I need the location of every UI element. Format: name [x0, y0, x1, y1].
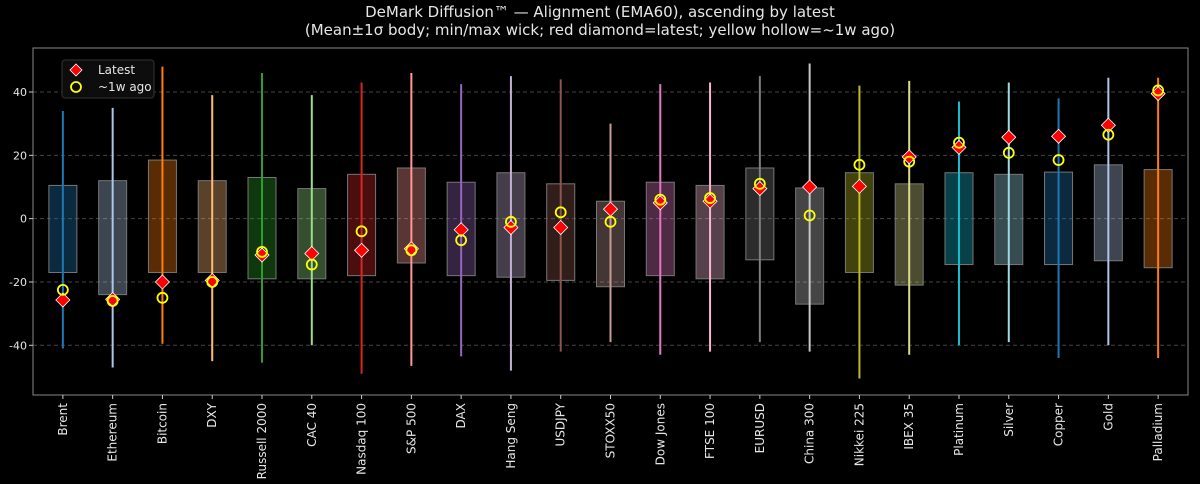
- x-tick-label: FTSE 100: [703, 403, 717, 459]
- week-ago-marker: [156, 291, 169, 304]
- x-tick-label: CAC 40: [305, 403, 319, 447]
- category-nikkei-225: [844, 85, 874, 379]
- x-tick-label: USDJPY: [554, 402, 568, 446]
- chart-title: DeMark Diffusion™ — Alignment (EMA60), a…: [365, 3, 835, 21]
- x-tick-label: DXY: [205, 402, 219, 427]
- week-ago-marker: [1102, 128, 1115, 141]
- category-ethereum: [98, 107, 128, 368]
- week-ago-marker: [1152, 84, 1165, 97]
- week-ago-marker: [654, 193, 667, 206]
- week-ago-marker: [206, 276, 219, 288]
- week-ago-marker: [106, 295, 119, 307]
- category-hang-seng: [496, 76, 526, 371]
- week-ago-marker: [256, 245, 268, 258]
- x-tick-label: China 300: [803, 403, 817, 464]
- week-ago-marker: [753, 177, 766, 190]
- x-tick-label: IBEX 35: [902, 403, 916, 450]
- category-usdjpy: [546, 79, 576, 352]
- week-ago-marker: [505, 215, 517, 228]
- legend-box: [61, 59, 155, 99]
- week-ago-marker: [704, 192, 716, 204]
- x-tick-label: DAX: [454, 403, 468, 428]
- x-tick-label: Ethereum: [106, 403, 120, 462]
- category-china-300: [795, 63, 825, 352]
- chart-subtitle: (Mean±1σ body; min/max wick; red diamond…: [305, 21, 895, 39]
- latest-diamond: [354, 242, 370, 258]
- category-bitcoin: [147, 66, 177, 344]
- x-tick-label: Silver: [1002, 403, 1016, 437]
- category-ibex-35: [894, 80, 924, 355]
- week-ago-marker: [853, 158, 866, 171]
- category-s-p-500: [396, 73, 426, 366]
- latest-diamond: [553, 219, 569, 236]
- y-tick-label: 40: [13, 86, 27, 99]
- legend-latest-label: Latest: [98, 63, 135, 77]
- legend-week-ago-circle-icon: [70, 81, 82, 93]
- x-tick-label: Russell 2000: [255, 403, 269, 479]
- x-tick-label: Dow Jones: [653, 403, 667, 465]
- latest-diamond: [1050, 128, 1067, 144]
- category-platinum: [944, 101, 974, 346]
- y-tick-label: 0: [20, 213, 27, 226]
- week-ago-marker: [305, 258, 318, 271]
- y-tick-label: 20: [13, 149, 27, 162]
- category-silver: [994, 82, 1024, 343]
- y-tick-label: -20: [9, 276, 27, 289]
- category-eurusd: [745, 76, 775, 343]
- week-ago-marker: [554, 206, 567, 219]
- x-tick-label: Bitcoin: [155, 403, 169, 444]
- week-ago-marker: [56, 283, 69, 296]
- week-ago-marker: [1002, 146, 1015, 159]
- week-ago-marker: [953, 136, 965, 149]
- category-brent: [48, 111, 78, 349]
- y-tick-label: -40: [9, 339, 27, 352]
- latest-diamond: [802, 179, 818, 195]
- x-tick-label: Hang Seng: [504, 403, 518, 469]
- category-stoxx50: [596, 123, 625, 343]
- legend-latest-diamond-icon: [69, 63, 83, 77]
- x-tick-label: Platinum: [952, 403, 966, 456]
- week-ago-marker: [604, 215, 617, 228]
- week-ago-marker: [903, 155, 916, 168]
- latest-diamond: [154, 274, 171, 290]
- category-copper: [1044, 98, 1074, 358]
- x-tick-label: Nikkei 225: [852, 403, 866, 466]
- x-tick-label: Palladium: [1151, 403, 1165, 461]
- axis-ticks: -40 -20 0 20 40 Brent Ethereum Bitcoin DXY Russel…: [9, 86, 1165, 479]
- week-ago-marker: [455, 234, 468, 247]
- x-tick-label: Gold: [1101, 403, 1115, 431]
- chart-marks: [48, 63, 1173, 379]
- category-nasdaq-100: [347, 82, 377, 374]
- week-ago-marker: [803, 209, 816, 222]
- category-cac-40: [297, 95, 327, 346]
- latest-diamond: [1001, 129, 1017, 145]
- x-tick-label: S&P 500: [404, 403, 418, 454]
- latest-diamond: [55, 292, 71, 308]
- category-dax: [446, 84, 476, 357]
- latest-diamond: [851, 178, 867, 194]
- week-ago-marker: [1052, 154, 1065, 166]
- x-tick-label: Copper: [1052, 403, 1066, 446]
- legend: Latest ~1w ago: [61, 59, 155, 99]
- week-ago-marker: [355, 225, 368, 238]
- category-dxy: [197, 95, 227, 362]
- x-tick-label: STOXX50: [604, 403, 618, 458]
- category-palladium: [1143, 77, 1173, 358]
- category-dow-jones: [645, 84, 675, 355]
- latest-diamond: [1100, 117, 1116, 133]
- category-russell-2000: [247, 73, 277, 363]
- x-tick-label: Brent: [56, 403, 70, 436]
- week-ago-marker: [405, 244, 418, 257]
- x-tick-label: Nasdaq 100: [355, 403, 369, 475]
- category-ftse-100: [695, 82, 725, 352]
- latest-diamond: [453, 222, 469, 238]
- latest-diamond: [304, 245, 320, 262]
- category-gold: [1093, 77, 1123, 346]
- legend-week-ago-label: ~1w ago: [98, 80, 152, 94]
- x-tick-label: EURUSD: [753, 403, 767, 453]
